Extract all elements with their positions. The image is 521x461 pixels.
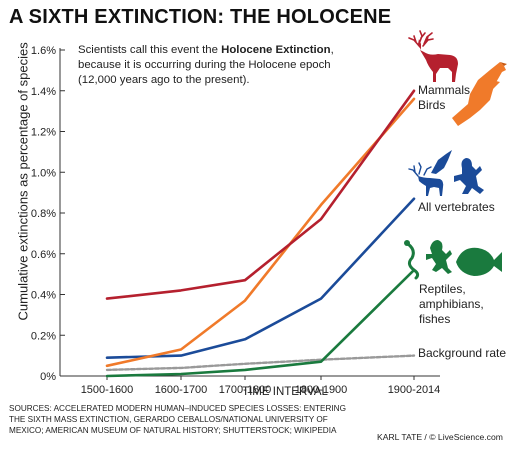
y-tick-label: 0.2% (31, 330, 56, 342)
y-axis-ticks: 0% 0.2% 0.4% 0.6% 0.8% 1.0% 1.2% 1.4% 1.6% (31, 45, 65, 383)
annotation-bold: Holocene Extinction (221, 44, 331, 56)
series-label-reptiles-line3: fishes (419, 312, 450, 326)
x-tick-label: 1800-1900 (295, 384, 348, 396)
series-label-mammals: Mammals (418, 83, 470, 97)
deer-icon (408, 30, 458, 82)
x-axis-ticks: 1500-1600 1600-1700 1700-1800 1800-1900 1900… (81, 376, 441, 396)
bird-icon (452, 62, 507, 126)
series-lines (105, 89, 416, 378)
y-tick-label: 1.4% (31, 86, 56, 98)
annotation-text: Scientists call this event the Holocene … (78, 43, 358, 88)
y-tick-label: 0.8% (31, 208, 56, 220)
series-label-reptiles-line1: Reptiles, (419, 282, 466, 296)
y-tick-label: 1.0% (31, 167, 56, 179)
x-tick-label: 1700-1800 (219, 384, 272, 396)
chart-title: A SIXTH EXTINCTION: THE HOLOCENE (9, 6, 392, 28)
x-tick-label: 1500-1600 (81, 384, 134, 396)
series-line-all-vertebrates (105, 197, 416, 360)
y-tick-label: 1.6% (31, 45, 56, 57)
x-axis-title: TIME INTERVAL (242, 386, 328, 398)
series-label-birds: Birds (418, 98, 445, 112)
credit-line: KARL TATE / © LiveScience.com (377, 432, 503, 442)
y-tick-label: 0.4% (31, 290, 56, 302)
series-label-reptiles: Reptiles, amphibians, fishes (419, 282, 487, 326)
annotation-before: Scientists call this event the (78, 44, 222, 56)
series-label-background-rate: Background rate (418, 346, 506, 360)
reptiles-amphibians-fishes-icon (404, 240, 502, 280)
series-label-all-vertebrates: All vertebrates (418, 200, 495, 214)
axes (59, 48, 440, 377)
x-tick-label: 1600-1700 (155, 384, 208, 396)
y-tick-label: 0.6% (31, 249, 56, 261)
sources-note: SOURCES: ACCELERATED MODERN HUMAN–INDUCE… (9, 404, 346, 435)
series-line-background-rate (105, 354, 416, 372)
series-label-reptiles-line2: amphibians, (419, 297, 484, 311)
series-line-birds (105, 97, 416, 368)
x-tick-label: 1900-2014 (388, 384, 441, 396)
vertebrates-icon (408, 150, 484, 196)
series-line-reptiles-amphibians-fishes (105, 268, 416, 378)
annotation-after: , because it is occurring during the Hol… (78, 44, 334, 86)
y-tick-label: 1.2% (31, 127, 56, 139)
y-tick-label: 0% (40, 371, 56, 383)
series-line-mammals (105, 89, 416, 300)
